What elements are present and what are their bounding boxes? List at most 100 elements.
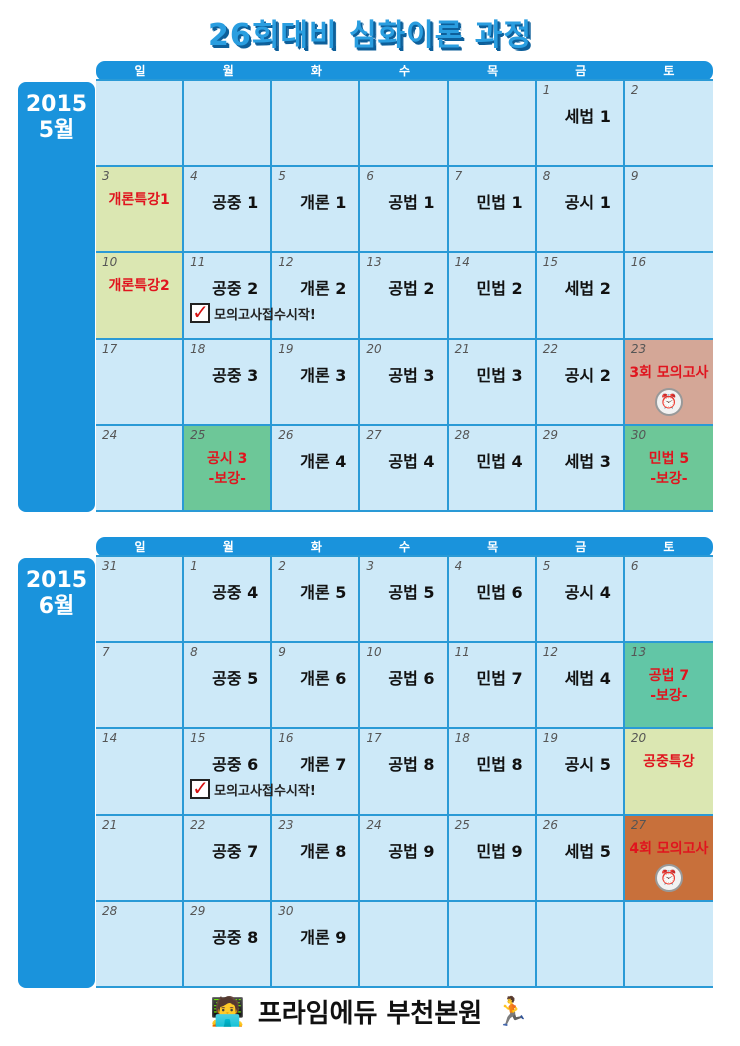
empty-cell — [536, 901, 625, 988]
day-number: 20 — [630, 731, 647, 746]
special-event: 개론특강1 — [96, 189, 182, 209]
session-label: 개론 4 — [300, 451, 347, 471]
page-title: 26회대비 심화이론 과정 — [207, 18, 533, 53]
special-event: 3회 모의고사 — [625, 362, 713, 382]
day-cell: 9 — [624, 167, 713, 254]
session-label: 공중 7 — [212, 841, 259, 861]
session-label: 민법 9 — [476, 841, 523, 861]
session-label: 공법 7 — [648, 668, 690, 685]
session-label: 개론 5 — [300, 583, 347, 602]
day-number: 29 — [542, 427, 558, 442]
class-session: 공법 5 — [360, 579, 446, 603]
footer: 🧑‍💻 프라임에듀 부천본원 🏃 — [0, 993, 740, 1035]
day-number: 1 — [190, 559, 198, 573]
class-session: 개론 2 — [272, 275, 358, 299]
session-label: 공법 9 — [388, 841, 435, 861]
month: 5월 — [38, 118, 75, 143]
day-cell: 25 공시 3 -보강- — [184, 425, 273, 512]
class-session: 세법 4 — [537, 665, 623, 689]
day-number: 10 — [102, 255, 118, 270]
session-label: 공중 6 — [212, 755, 259, 775]
checkbox-checked-icon: ✓ — [190, 300, 211, 325]
session-label: 공시 5 — [564, 755, 611, 775]
class-session: 공중 4 — [184, 579, 270, 603]
day-number: 14 — [102, 731, 118, 746]
weekday-fri: 금 — [575, 540, 587, 554]
day-cell: 22 공중 7 — [184, 815, 273, 902]
session-label: 민법 2 — [476, 279, 523, 299]
empty-cell — [96, 81, 185, 168]
day-number: 12 — [278, 255, 294, 270]
day-number: 9 — [278, 645, 286, 660]
day-cell: 17 — [96, 339, 185, 426]
weekday-mon: 월 — [222, 64, 234, 78]
day-cell: 28 — [96, 901, 185, 988]
session-label: 공시 2 — [564, 365, 611, 385]
special-event: 공중특강 — [625, 751, 713, 771]
class-session: 공시 4 — [537, 579, 623, 603]
session-label: 세법 5 — [564, 841, 611, 861]
empty-cell — [184, 81, 273, 168]
day-cell: 26 세법 5 — [536, 815, 625, 902]
day-cell: 23 개론 8 — [272, 815, 361, 902]
class-session: 공중 8 — [184, 924, 270, 948]
day-cell: 4 공중 1 — [184, 167, 273, 254]
day-number: 26 — [542, 817, 558, 832]
day-number: 9 — [630, 169, 639, 184]
empty-cell — [360, 901, 449, 988]
day-cell: 27 4회 모의고사 ⏰ — [624, 815, 713, 902]
day-cell: 5 공시 4 — [536, 557, 625, 644]
class-session: 공시 5 — [537, 751, 623, 775]
day-number: 15 — [190, 731, 206, 746]
day-number: 2 — [630, 83, 639, 97]
class-session: 개론 7 — [272, 751, 358, 775]
session-label: 민법 6 — [476, 583, 523, 602]
day-cell: 30 개론 9 — [272, 901, 361, 988]
day-number: 27 — [366, 427, 382, 442]
session-label: 공중특강 — [643, 754, 695, 771]
day-number: 24 — [366, 817, 382, 832]
day-cell: 29 공중 8 — [184, 901, 273, 988]
class-session: 민법 6 — [449, 579, 535, 603]
class-session: 세법 5 — [537, 838, 623, 862]
weekday-sun: 일 — [134, 540, 146, 554]
day-number: 23 — [278, 817, 294, 832]
session-label: 민법 7 — [476, 669, 523, 689]
session-label: 공중 1 — [212, 193, 259, 213]
day-number: 13 — [630, 645, 647, 660]
day-number: 16 — [278, 731, 294, 746]
empty-cell — [272, 81, 361, 168]
class-session: 민법 3 — [449, 362, 535, 386]
session-label: 공법 4 — [388, 451, 435, 471]
session-label: 공시 4 — [564, 583, 611, 602]
empty-cell — [360, 81, 449, 168]
alarm-clock-icon: ⏰ — [654, 863, 683, 892]
day-cell: 15 공중 6 ✓ 모의고사접수시작! — [184, 729, 316, 816]
day-cell: 21 — [96, 815, 185, 902]
class-session: 공법 6 — [360, 665, 446, 689]
day-number: 6 — [366, 169, 375, 184]
day-cell: 16 개론 7 — [272, 729, 361, 816]
day-cell: 15 세법 2 — [536, 253, 625, 340]
session-label: 개론 2 — [300, 279, 347, 299]
class-session: 민법 8 — [449, 751, 535, 775]
day-number: 21 — [102, 817, 118, 832]
session-label: 개론 1 — [300, 193, 347, 213]
day-cell: 22 공시 2 — [536, 339, 625, 426]
day-cell: 26 개론 4 — [272, 425, 361, 512]
checkbox-checked-icon: ✓ — [190, 776, 211, 801]
day-number: 17 — [102, 341, 118, 356]
day-cell: 2 개론 5 — [272, 557, 361, 644]
day-cell: 11 공중 2 ✓ 모의고사접수시작! — [184, 253, 316, 340]
day-number: 29 — [190, 903, 206, 918]
class-session: 공중 7 — [184, 838, 270, 862]
day-cell: 9 개론 6 — [272, 643, 361, 730]
day-number: 20 — [366, 341, 382, 356]
day-number: 26 — [278, 427, 294, 442]
class-session: 민법 2 — [449, 275, 535, 299]
class-session: 공법 1 — [360, 189, 446, 213]
day-number: 4 — [190, 169, 198, 184]
session-label: 민법 3 — [476, 365, 523, 385]
session-label: 개론 7 — [300, 755, 347, 775]
